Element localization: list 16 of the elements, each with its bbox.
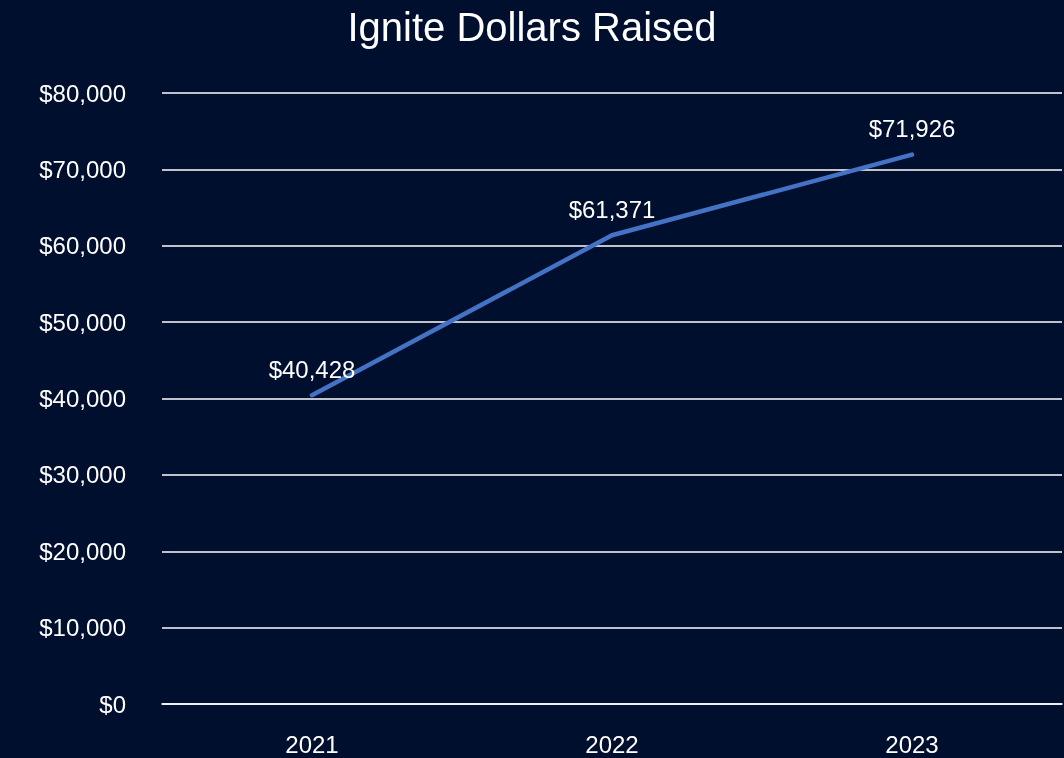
y-tick-label: $30,000 [39, 461, 126, 489]
y-tick-label: $80,000 [39, 79, 126, 107]
data-label: $40,428 [268, 355, 356, 383]
y-tick-label: $50,000 [39, 308, 126, 336]
y-tick-label: $60,000 [39, 232, 126, 260]
y-tick-label: $70,000 [39, 155, 126, 183]
y-tick-label: $20,000 [39, 537, 126, 565]
y-tick-label: $0 [99, 690, 126, 718]
chart-title: Ignite Dollars Raised [347, 5, 717, 49]
x-tick-label: 2022 [585, 730, 639, 758]
y-tick-label: $40,000 [39, 385, 126, 412]
y-tick-label: $10,000 [39, 614, 126, 642]
x-tick-label: 2023 [885, 730, 939, 758]
data-label: $71,926 [868, 115, 956, 143]
data-label: $61,371 [568, 195, 656, 223]
x-tick-label: 2021 [285, 730, 339, 758]
